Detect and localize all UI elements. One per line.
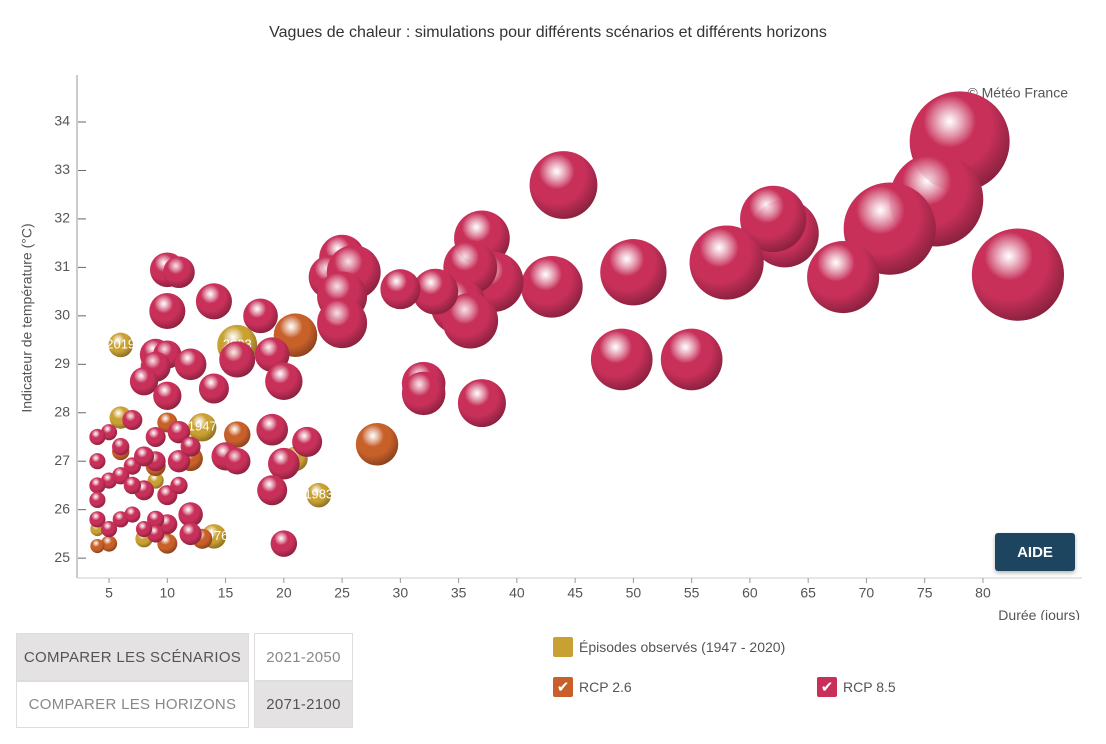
bubble (129, 367, 159, 396)
y-tick-label: 32 (54, 210, 70, 226)
bubble (89, 491, 106, 509)
data-label: 1983 (304, 487, 333, 502)
bubble (270, 530, 298, 557)
bubble (163, 256, 195, 289)
y-tick-label: 30 (54, 307, 70, 323)
legend-label: Épisodes observés (1947 - 2020) (579, 639, 786, 655)
x-tick-label: 5 (105, 585, 113, 601)
y-tick-label: 28 (54, 403, 70, 419)
bubble (122, 410, 143, 431)
legend-item[interactable]: Épisodes observés (1947 - 2020) (553, 637, 785, 657)
bubble (179, 522, 202, 546)
bubble (153, 381, 182, 410)
bubble (89, 428, 106, 446)
bubble (198, 373, 229, 404)
x-tick-label: 50 (626, 585, 642, 601)
bubble (124, 506, 141, 523)
bubble (401, 371, 446, 416)
bubble (521, 255, 583, 318)
x-tick-label: 65 (800, 585, 816, 601)
y-tick-label: 25 (54, 549, 70, 565)
x-tick-label: 20 (276, 585, 292, 601)
bubble (223, 447, 251, 475)
x-tick-label: 75 (917, 585, 933, 601)
help-button[interactable]: AIDE (995, 533, 1075, 571)
bubble (660, 328, 723, 391)
bubble (317, 298, 368, 349)
y-tick-label: 26 (54, 500, 70, 516)
bubble (174, 348, 207, 381)
bubble (971, 228, 1065, 321)
bubble (135, 520, 153, 538)
x-tick-label: 55 (684, 585, 700, 601)
button[interactable]: 2021-2050 (254, 633, 353, 681)
button[interactable]: COMPARER LES SCÉNARIOS (16, 633, 249, 681)
x-tick-label: 70 (859, 585, 875, 601)
x-tick-label: 30 (393, 585, 409, 601)
x-tick-label: 45 (567, 585, 583, 601)
x-axis-label: Durée (jours) (998, 607, 1080, 620)
x-tick-label: 60 (742, 585, 758, 601)
bubble (265, 362, 303, 400)
bubble (145, 426, 166, 447)
bubble (112, 438, 130, 456)
legend-swatch: ✔ (817, 677, 837, 697)
bubble (257, 475, 288, 506)
bubble (268, 447, 300, 480)
bubble (89, 477, 106, 494)
bubble (195, 283, 232, 320)
bubble (149, 292, 186, 330)
legend-swatch (553, 637, 573, 657)
y-tick-label: 31 (54, 258, 70, 274)
legend-item[interactable]: ✔ RCP 8.5 (817, 677, 896, 697)
bubble (123, 476, 142, 495)
bubble (100, 520, 118, 538)
legend-label: RCP 2.6 (579, 679, 632, 695)
data-label: 2019 (106, 336, 135, 351)
bubble (355, 423, 399, 466)
y-tick-label: 29 (54, 355, 70, 371)
series (89, 91, 1065, 557)
bubble (243, 298, 278, 334)
button[interactable]: COMPARER LES HORIZONS (16, 681, 249, 728)
x-tick-label: 10 (160, 585, 176, 601)
bubble (807, 241, 880, 314)
bubble (256, 413, 288, 446)
bubble (689, 225, 764, 300)
y-tick-label: 27 (54, 452, 70, 468)
bubble (600, 239, 667, 306)
bubble (457, 379, 506, 428)
bubble (529, 151, 598, 219)
y-tick-label: 33 (54, 161, 70, 177)
bubble (380, 269, 421, 310)
bubble (219, 341, 256, 378)
x-tick-label: 25 (334, 585, 350, 601)
x-tick-label: 35 (451, 585, 467, 601)
bubble (292, 426, 323, 457)
legend-swatch: ✔ (553, 677, 573, 697)
chart: Vagues de chaleur : simulations pour dif… (19, 24, 1082, 620)
bubble (170, 476, 188, 495)
y-tick-label: 34 (54, 113, 70, 129)
legend-label: RCP 8.5 (843, 679, 896, 695)
data-label: 1947 (188, 419, 217, 434)
bubble (134, 446, 154, 467)
x-tick-label: 15 (218, 585, 234, 601)
x-tick-label: 40 (509, 585, 525, 601)
x-tick-label: 80 (975, 585, 991, 601)
chart-title: Vagues de chaleur : simulations pour dif… (269, 24, 827, 41)
bubble (90, 538, 105, 554)
button[interactable]: 2071-2100 (254, 681, 353, 728)
bubble (180, 436, 201, 457)
legend-item[interactable]: ✔ RCP 2.6 (553, 677, 632, 697)
bubble (89, 453, 106, 470)
y-axis-label: Indicateur de température (°C) (19, 223, 35, 412)
bubble (590, 328, 653, 391)
